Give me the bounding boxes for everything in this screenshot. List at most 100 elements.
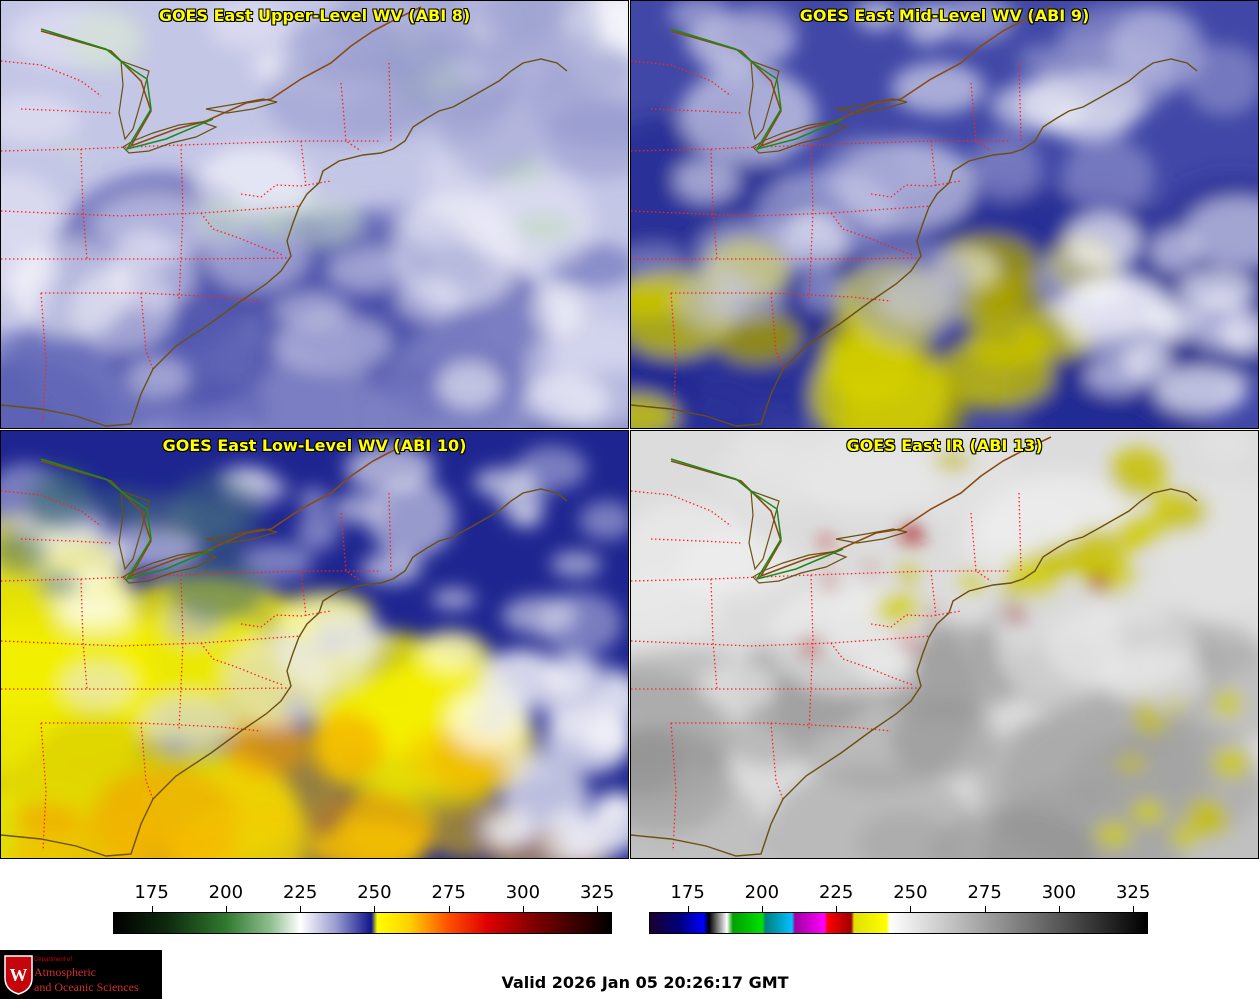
- cloud-blob: [723, 711, 818, 766]
- colorbar-tick: [225, 906, 227, 912]
- state-boundary: [670, 722, 784, 852]
- international-border: [670, 436, 1052, 578]
- cloud-blob: [863, 568, 877, 576]
- cloud-blob: [699, 663, 775, 710]
- satellite-image: [631, 431, 1258, 858]
- great-lakes-outline: [748, 60, 908, 154]
- cloud-blob: [1115, 755, 1148, 772]
- colorbar-tick: [374, 906, 376, 912]
- cloud-blob: [1184, 43, 1258, 116]
- cloud-blob: [875, 594, 919, 625]
- panel-title: GOES East IR (ABI 13): [846, 436, 1043, 455]
- valid-timestamp: Valid 2026 Jan 05 20:26:17 GMT: [501, 973, 789, 992]
- state-boundary: [631, 687, 922, 690]
- colorbar-tick-label: 225: [818, 882, 854, 903]
- state-boundary: [1, 60, 112, 114]
- cloud-blob: [1149, 303, 1201, 342]
- colorbar-tick-label: 275: [431, 882, 466, 903]
- cloud-blob: [141, 694, 238, 751]
- canada-us-line: [670, 28, 844, 151]
- cloud-blob: [437, 361, 502, 410]
- state-boundary: [1, 257, 292, 260]
- colorbar-tick: [984, 906, 986, 912]
- cloud-blob: [1154, 366, 1248, 415]
- cloud-blob: [1006, 516, 1067, 546]
- cloud-blob: [668, 1, 731, 32]
- cloud-blob: [513, 213, 575, 242]
- cloud-blob: [195, 199, 253, 242]
- cloud-blob: [934, 1, 1016, 44]
- map-overlay: [1, 436, 568, 857]
- map-overlay: [1, 6, 568, 427]
- cloud-blob: [1169, 823, 1200, 848]
- state-boundary: [80, 144, 184, 302]
- great-lakes-outline: [118, 490, 278, 584]
- logo-name-line2: and Oceanic Sciences: [34, 980, 139, 994]
- canada-us-line: [670, 458, 844, 581]
- colorbar-tick: [687, 906, 689, 912]
- state-boundary: [1, 635, 302, 647]
- cloud-blob: [208, 1, 290, 50]
- cloud-blob: [688, 89, 762, 132]
- cloud-blob: [1213, 691, 1243, 717]
- cloud-blob: [423, 84, 504, 145]
- cloud-field: [631, 1, 1258, 428]
- panel-title: GOES East Mid-Level WV (ABI 9): [799, 6, 1090, 25]
- state-boundary: [41, 722, 262, 732]
- cloud-blob: [1, 532, 50, 576]
- cloud-blob: [501, 596, 578, 636]
- satellite-image: [1, 431, 628, 858]
- cloud-blob: [296, 511, 339, 551]
- cloud-blob: [763, 764, 981, 858]
- cloud-blob: [282, 693, 315, 722]
- cloud-blob: [273, 292, 347, 327]
- canada-us-line: [40, 458, 214, 581]
- cloud-blob: [1002, 587, 1023, 600]
- colorbar-tick: [836, 906, 838, 912]
- colorbar-tick-label: 325: [579, 882, 615, 903]
- cloud-blob: [224, 634, 330, 729]
- cloud-blob: [898, 566, 919, 583]
- department-logo: W Department of Atmospheric and Oceanic …: [0, 950, 162, 999]
- cloud-blob: [666, 593, 724, 627]
- cloud-blob: [488, 820, 537, 847]
- cloud-blob: [282, 197, 362, 248]
- cloud-blob: [911, 646, 923, 655]
- cloud-blob: [1124, 343, 1172, 379]
- colorbar-gradient: [649, 912, 1148, 934]
- cloud-blob: [503, 765, 591, 829]
- colorbar-tick-label: 300: [1041, 882, 1077, 903]
- cloud-field: [1, 1, 628, 428]
- cloud-blob: [309, 613, 387, 660]
- state-boundary: [631, 635, 932, 647]
- cloud-blob: [10, 240, 132, 337]
- coastline: [1, 488, 568, 857]
- cloud-blob: [697, 219, 804, 288]
- colorbar-tick: [910, 906, 912, 912]
- cloud-blob: [933, 451, 972, 471]
- cloud-blob: [1154, 494, 1175, 510]
- cloud-blob: [431, 587, 476, 611]
- cloud-blob: [550, 551, 602, 578]
- state-boundary: [930, 62, 1022, 187]
- cloud-blob: [1177, 269, 1256, 310]
- university-seal-icon: W: [4, 955, 33, 995]
- cloud-blob: [891, 700, 997, 780]
- colorbar-tick-label: 200: [744, 882, 780, 903]
- seal-letter: W: [10, 965, 28, 985]
- colorbar-tick-label: 250: [893, 882, 928, 903]
- colorbar-tick-label: 250: [357, 882, 392, 903]
- state-boundary: [40, 722, 154, 852]
- cloud-blob: [525, 375, 609, 426]
- cloud-blob: [1134, 715, 1169, 734]
- cloud-blob: [1, 174, 61, 251]
- colorbar-gradient: [113, 912, 612, 934]
- cloud-blob: [802, 639, 820, 656]
- state-boundary: [1, 687, 292, 690]
- cloud-blob: [1018, 71, 1148, 137]
- cloud-blob: [822, 576, 837, 589]
- coastline: [631, 488, 1198, 857]
- state-boundary: [41, 292, 262, 302]
- state-boundary: [300, 62, 392, 187]
- great-lakes-outline: [748, 490, 908, 584]
